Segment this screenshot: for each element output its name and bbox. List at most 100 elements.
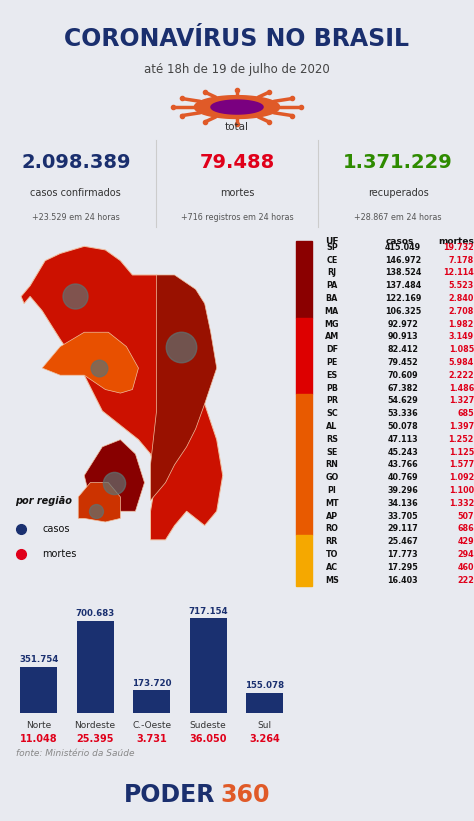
Text: 3.264: 3.264 <box>249 734 280 745</box>
Text: RR: RR <box>326 537 338 546</box>
Text: casos: casos <box>385 237 413 246</box>
Text: 1.577: 1.577 <box>449 461 474 470</box>
Text: AL: AL <box>326 422 337 431</box>
Text: 92.972: 92.972 <box>387 319 419 328</box>
Text: Sudeste: Sudeste <box>190 721 227 730</box>
Text: 19.732: 19.732 <box>443 243 474 252</box>
Text: 1.982: 1.982 <box>448 319 474 328</box>
Text: MG: MG <box>325 319 339 328</box>
Text: CORONAVÍRUS NO BRASIL: CORONAVÍRUS NO BRASIL <box>64 27 410 51</box>
Text: até 18h de 19 de julho de 2020: até 18h de 19 de julho de 2020 <box>144 62 330 76</box>
Text: PA: PA <box>326 282 337 291</box>
Text: casos confirmados: casos confirmados <box>30 188 121 198</box>
Bar <box>190 618 227 713</box>
Text: 507: 507 <box>457 511 474 521</box>
Text: 429: 429 <box>457 537 474 546</box>
Text: 1.397: 1.397 <box>449 422 474 431</box>
Text: 294: 294 <box>457 550 474 559</box>
Text: 1.327: 1.327 <box>449 397 474 406</box>
Text: 79.452: 79.452 <box>388 358 418 367</box>
Bar <box>133 690 170 713</box>
Text: 5.523: 5.523 <box>449 282 474 291</box>
Polygon shape <box>78 483 120 522</box>
Bar <box>296 395 312 535</box>
Text: por região: por região <box>15 496 72 506</box>
Text: 2.222: 2.222 <box>448 371 474 380</box>
Text: 90.913: 90.913 <box>388 333 418 342</box>
Text: fonte: Ministério da Saúde: fonte: Ministério da Saúde <box>16 750 134 759</box>
Text: 82.412: 82.412 <box>387 345 419 354</box>
Text: RO: RO <box>325 525 338 534</box>
Text: 25.467: 25.467 <box>388 537 418 546</box>
Text: casos: casos <box>42 524 70 534</box>
Text: 33.705: 33.705 <box>388 511 418 521</box>
Text: Norte: Norte <box>26 721 51 730</box>
Text: 1.486: 1.486 <box>449 383 474 392</box>
Bar <box>246 693 283 713</box>
Text: RS: RS <box>326 435 338 444</box>
Text: 1.332: 1.332 <box>449 498 474 507</box>
Text: 137.484: 137.484 <box>385 282 421 291</box>
Text: 1.100: 1.100 <box>449 486 474 495</box>
Text: 460: 460 <box>457 562 474 571</box>
Text: UF: UF <box>325 237 338 246</box>
Text: 1.092: 1.092 <box>449 473 474 482</box>
Text: 50.078: 50.078 <box>388 422 418 431</box>
Text: +716 registros em 24 horas: +716 registros em 24 horas <box>181 213 293 222</box>
Text: Nordeste: Nordeste <box>74 721 116 730</box>
Polygon shape <box>42 333 138 393</box>
Text: Sul: Sul <box>258 721 272 730</box>
Text: total: total <box>225 122 249 132</box>
Polygon shape <box>194 95 280 118</box>
Text: 25.395: 25.395 <box>76 734 114 745</box>
Text: 47.113: 47.113 <box>388 435 418 444</box>
Text: 1.371.229: 1.371.229 <box>343 153 453 172</box>
Text: recuperados: recuperados <box>368 188 428 198</box>
Text: 17.295: 17.295 <box>388 562 418 571</box>
Text: 360: 360 <box>220 782 270 806</box>
Text: 54.629: 54.629 <box>388 397 418 406</box>
Text: 29.117: 29.117 <box>388 525 418 534</box>
Text: 12.114: 12.114 <box>443 268 474 277</box>
Text: 138.524: 138.524 <box>385 268 421 277</box>
Text: GO: GO <box>325 473 338 482</box>
Text: 1.125: 1.125 <box>449 447 474 456</box>
Text: C.-Oeste: C.-Oeste <box>132 721 171 730</box>
Text: 146.972: 146.972 <box>385 255 421 264</box>
Text: 43.766: 43.766 <box>388 461 418 470</box>
Text: 79.488: 79.488 <box>200 153 274 172</box>
Text: PR: PR <box>326 397 338 406</box>
Text: TO: TO <box>326 550 338 559</box>
Text: 3.731: 3.731 <box>137 734 167 745</box>
Text: 45.243: 45.243 <box>388 447 418 456</box>
Text: 122.169: 122.169 <box>385 294 421 303</box>
Text: ES: ES <box>326 371 337 380</box>
Text: 717.154: 717.154 <box>188 607 228 616</box>
Text: 1.085: 1.085 <box>449 345 474 354</box>
Text: mortes: mortes <box>42 549 76 559</box>
Text: AC: AC <box>326 562 338 571</box>
Text: 686: 686 <box>457 525 474 534</box>
Text: PE: PE <box>326 358 337 367</box>
Bar <box>296 241 312 318</box>
Text: 685: 685 <box>457 409 474 418</box>
Text: 16.403: 16.403 <box>388 576 418 585</box>
Text: PI: PI <box>328 486 336 495</box>
Text: SE: SE <box>326 447 337 456</box>
Text: 2.840: 2.840 <box>448 294 474 303</box>
Text: 5.984: 5.984 <box>449 358 474 367</box>
Bar <box>296 318 312 395</box>
Text: +23.529 em 24 horas: +23.529 em 24 horas <box>32 213 120 222</box>
Text: MA: MA <box>325 307 339 316</box>
Bar <box>77 621 114 713</box>
Text: 39.296: 39.296 <box>388 486 418 495</box>
Text: BA: BA <box>326 294 338 303</box>
Text: 700.683: 700.683 <box>75 609 115 618</box>
Text: MS: MS <box>325 576 339 585</box>
Bar <box>296 535 312 586</box>
Text: 222: 222 <box>457 576 474 585</box>
Text: 34.136: 34.136 <box>388 498 418 507</box>
Text: mortes: mortes <box>438 237 474 246</box>
Text: SC: SC <box>326 409 337 418</box>
Text: 2.708: 2.708 <box>448 307 474 316</box>
